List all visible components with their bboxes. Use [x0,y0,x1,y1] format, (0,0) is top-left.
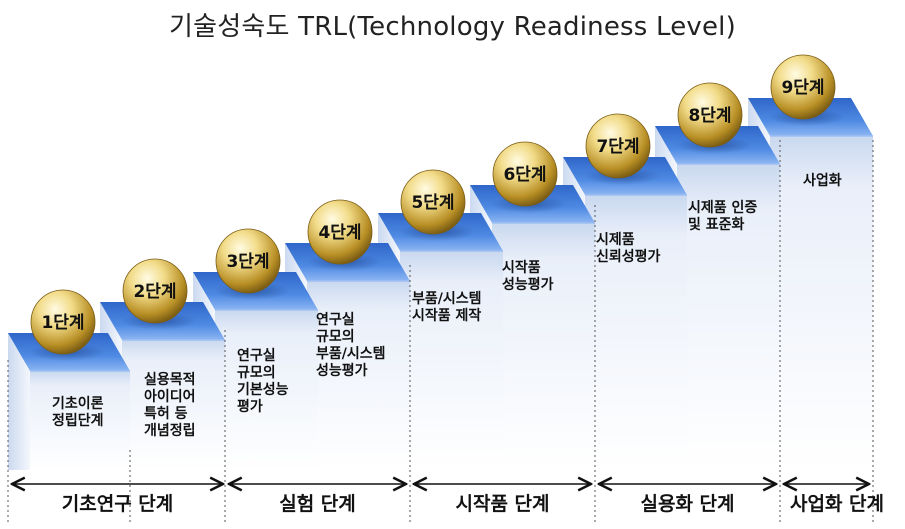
phase-label-3: 시작품 단계 [455,493,550,515]
step-badge-4: 4단계 [306,199,382,271]
step-description-3: 연구실 규모의 기본성능 평가 [237,348,289,415]
step-label: 4단계 [318,223,361,243]
step-description-5: 부품/시스템 시작품 제작 [412,291,482,324]
step-label: 8단계 [688,106,731,126]
step-label: 7단계 [596,137,639,157]
step-description-6: 시작품 성능평가 [502,260,554,293]
step-badge-5: 5단계 [399,169,475,241]
step-badge-7: 7단계 [584,113,660,185]
gold-orb-icon [307,199,373,265]
gold-orb-icon [30,289,96,355]
step-label: 9단계 [781,78,824,98]
gold-orb-icon [770,54,836,120]
phase-label-5: 사업화 단계 [789,493,884,515]
gold-orb-icon [492,141,558,207]
step-badge-2: 2단계 [121,258,197,330]
gold-orb-icon [122,258,188,324]
gold-orb-icon [677,82,743,148]
phase-label-1: 기초연구 단계 [61,493,174,515]
step-badge-6: 6단계 [491,141,567,213]
step-label: 5단계 [411,193,454,213]
step-description-2: 실용목적 아이디어 특허 등 개념정립 [144,372,196,439]
step-label: 3단계 [226,252,269,272]
step-badge-9: 9단계 [769,54,845,126]
step-description-8: 시제품 인증 및 표준화 [688,200,758,233]
phase-label-4: 실용화 단계 [640,493,735,515]
gold-orb-icon [585,113,651,179]
step-label: 6단계 [503,165,546,185]
step-description-1: 기초이론 정립단계 [52,396,104,429]
gold-orb-icon [215,228,281,294]
gold-orb-icon [400,169,466,235]
step-label: 1단계 [41,313,84,333]
step-badge-8: 8단계 [676,82,752,154]
step-description-4: 연구실 규모의 부품/시스템 성능평가 [316,312,386,379]
step-description-7: 시제품 신뢰성평가 [596,232,661,265]
diagram-title: 기술성숙도 TRL(Technology Readiness Level) [169,12,736,42]
step-label: 2단계 [133,282,176,302]
step-description-9: 사업화 [803,173,842,189]
step-badge-3: 3단계 [214,228,290,300]
phase-label-2: 실험 단계 [279,493,356,515]
step-badge-1: 1단계 [29,289,105,361]
